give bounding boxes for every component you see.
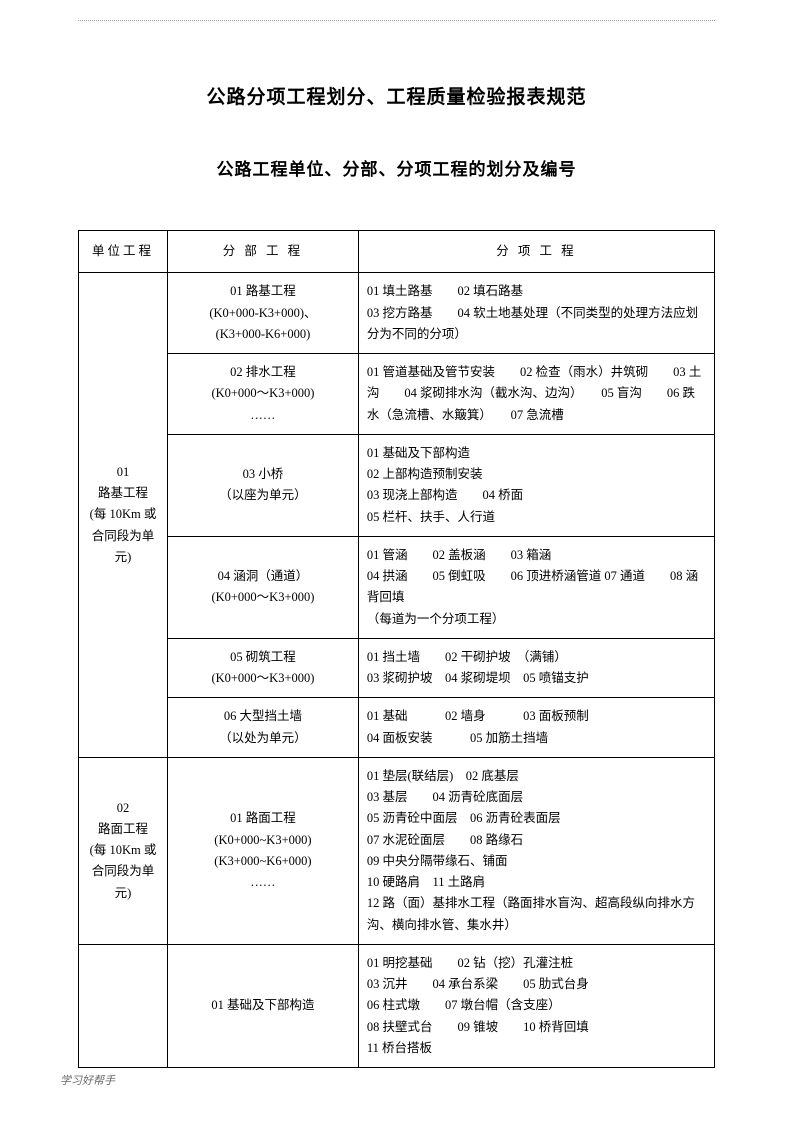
division-cell: 01 路面工程 (K0+000~K3+000) (K3+000~K6+000) …	[168, 757, 359, 944]
main-title: 公路分项工程划分、工程质量检验报表规范	[78, 82, 715, 109]
division-cell: 04 涵洞（通道） (K0+000～K3+000)	[168, 536, 359, 638]
table-row: 06 大型挡土墙 （以处为单元）01 基础 02 墙身 03 面板预制 04 面…	[79, 698, 715, 758]
item-cell: 01 基础及下部构造 02 上部构造预制安装 03 现浇上部构造 04 桥面 0…	[358, 434, 714, 536]
item-cell: 01 明挖基础 02 钻（挖）孔灌注桩 03 沉井 04 承台系梁 05 肋式台…	[358, 944, 714, 1067]
table-header-row: 单位工程 分 部 工 程 分 项 工 程	[79, 231, 715, 273]
table-row: 05 砌筑工程 (K0+000～K3+000)01 挡土墙 02 干砌护坡 （满…	[79, 638, 715, 698]
classification-table: 单位工程 分 部 工 程 分 项 工 程 01 路基工程 (每 10Km 或合同…	[78, 230, 715, 1068]
item-cell: 01 管涵 02 盖板涵 03 箱涵 04 拱涵 05 倒虹吸 06 顶进桥涵管…	[358, 536, 714, 638]
header-rule	[78, 20, 715, 21]
item-cell: 01 挡土墙 02 干砌护坡 （满铺） 03 浆砌护坡 04 浆砌堤坝 05 喷…	[358, 638, 714, 698]
unit-cell: 02 路面工程 (每 10Km 或合同段为单元)	[79, 757, 168, 944]
table-row: 02 排水工程 (K0+000～K3+000) ……01 管道基础及管节安装 0…	[79, 354, 715, 435]
unit-cell	[79, 944, 168, 1067]
item-cell: 01 填土路基 02 填石路基 03 挖方路基 04 软土地基处理（不同类型的处…	[358, 273, 714, 354]
division-cell: 01 基础及下部构造	[168, 944, 359, 1067]
item-cell: 01 管道基础及管节安装 02 检查（雨水）井筑砌 03 土沟 04 浆砌排水沟…	[358, 354, 714, 435]
division-cell: 01 路基工程 (K0+000-K3+000)、 (K3+000-K6+000)	[168, 273, 359, 354]
division-cell: 02 排水工程 (K0+000～K3+000) ……	[168, 354, 359, 435]
table-row: 01 基础及下部构造01 明挖基础 02 钻（挖）孔灌注桩 03 沉井 04 承…	[79, 944, 715, 1067]
sub-title: 公路工程单位、分部、分项工程的划分及编号	[78, 155, 715, 180]
table-body: 01 路基工程 (每 10Km 或合同段为单元)01 路基工程 (K0+000-…	[79, 273, 715, 1068]
division-cell: 05 砌筑工程 (K0+000～K3+000)	[168, 638, 359, 698]
table-row: 01 路基工程 (每 10Km 或合同段为单元)01 路基工程 (K0+000-…	[79, 273, 715, 354]
division-cell: 03 小桥 （以座为单元）	[168, 434, 359, 536]
unit-cell: 01 路基工程 (每 10Km 或合同段为单元)	[79, 273, 168, 758]
item-cell: 01 基础 02 墙身 03 面板预制 04 面板安装 05 加筋土挡墙	[358, 698, 714, 758]
header-item: 分 项 工 程	[358, 231, 714, 273]
header-division: 分 部 工 程	[168, 231, 359, 273]
footer-text: 学习好帮手	[60, 1072, 115, 1088]
table-row: 03 小桥 （以座为单元）01 基础及下部构造 02 上部构造预制安装 03 现…	[79, 434, 715, 536]
item-cell: 01 垫层(联结层) 02 底基层 03 基层 04 沥青砼底面层 05 沥青砼…	[358, 757, 714, 944]
table-row: 02 路面工程 (每 10Km 或合同段为单元)01 路面工程 (K0+000~…	[79, 757, 715, 944]
header-unit: 单位工程	[79, 231, 168, 273]
division-cell: 06 大型挡土墙 （以处为单元）	[168, 698, 359, 758]
table-row: 04 涵洞（通道） (K0+000～K3+000)01 管涵 02 盖板涵 03…	[79, 536, 715, 638]
